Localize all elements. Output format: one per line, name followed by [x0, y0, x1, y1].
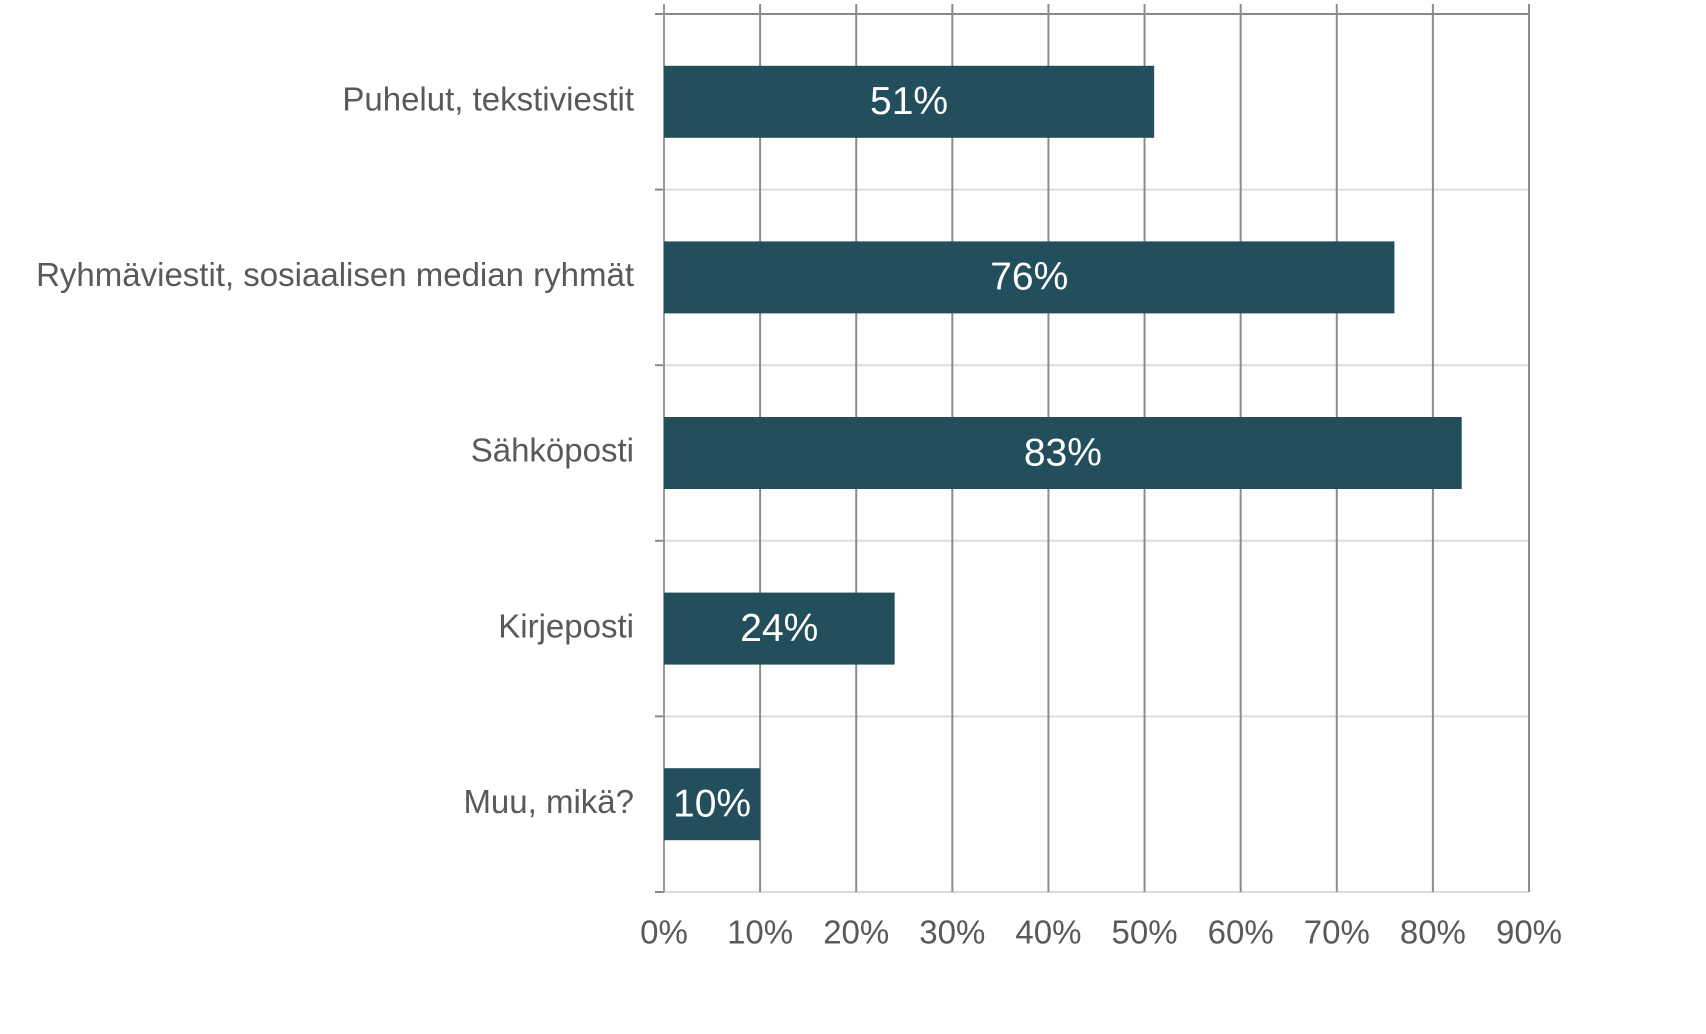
data-label: 24% [740, 607, 818, 650]
category-label: Sähköposti [471, 432, 634, 469]
bar [664, 241, 1395, 314]
x-tick-label: 20% [823, 914, 889, 951]
x-tick-label: 30% [919, 914, 985, 951]
data-label: 76% [990, 256, 1068, 299]
data-label: 51% [870, 80, 948, 123]
bar [664, 65, 1155, 138]
bar [664, 417, 1462, 489]
bar [664, 768, 761, 841]
category-label: Kirjeposti [498, 607, 634, 644]
category-label: Puhelut, tekstiviestit [342, 81, 634, 118]
data-label: 83% [1024, 431, 1102, 474]
bar [664, 592, 895, 665]
x-tick-label: 80% [1400, 914, 1466, 951]
x-tick-label: 10% [727, 914, 793, 951]
x-tick-label: 0% [640, 914, 688, 951]
category-label: Ryhmäviestit, sosiaalisen median ryhmät [36, 256, 634, 293]
x-tick-label: 70% [1304, 914, 1370, 951]
x-tick-label: 40% [1015, 914, 1081, 951]
x-tick-label: 50% [1112, 914, 1178, 951]
category-label: Muu, mikä? [463, 783, 634, 820]
x-tick-label: 90% [1496, 914, 1562, 951]
x-tick-label: 60% [1208, 914, 1274, 951]
data-label: 10% [673, 782, 751, 825]
